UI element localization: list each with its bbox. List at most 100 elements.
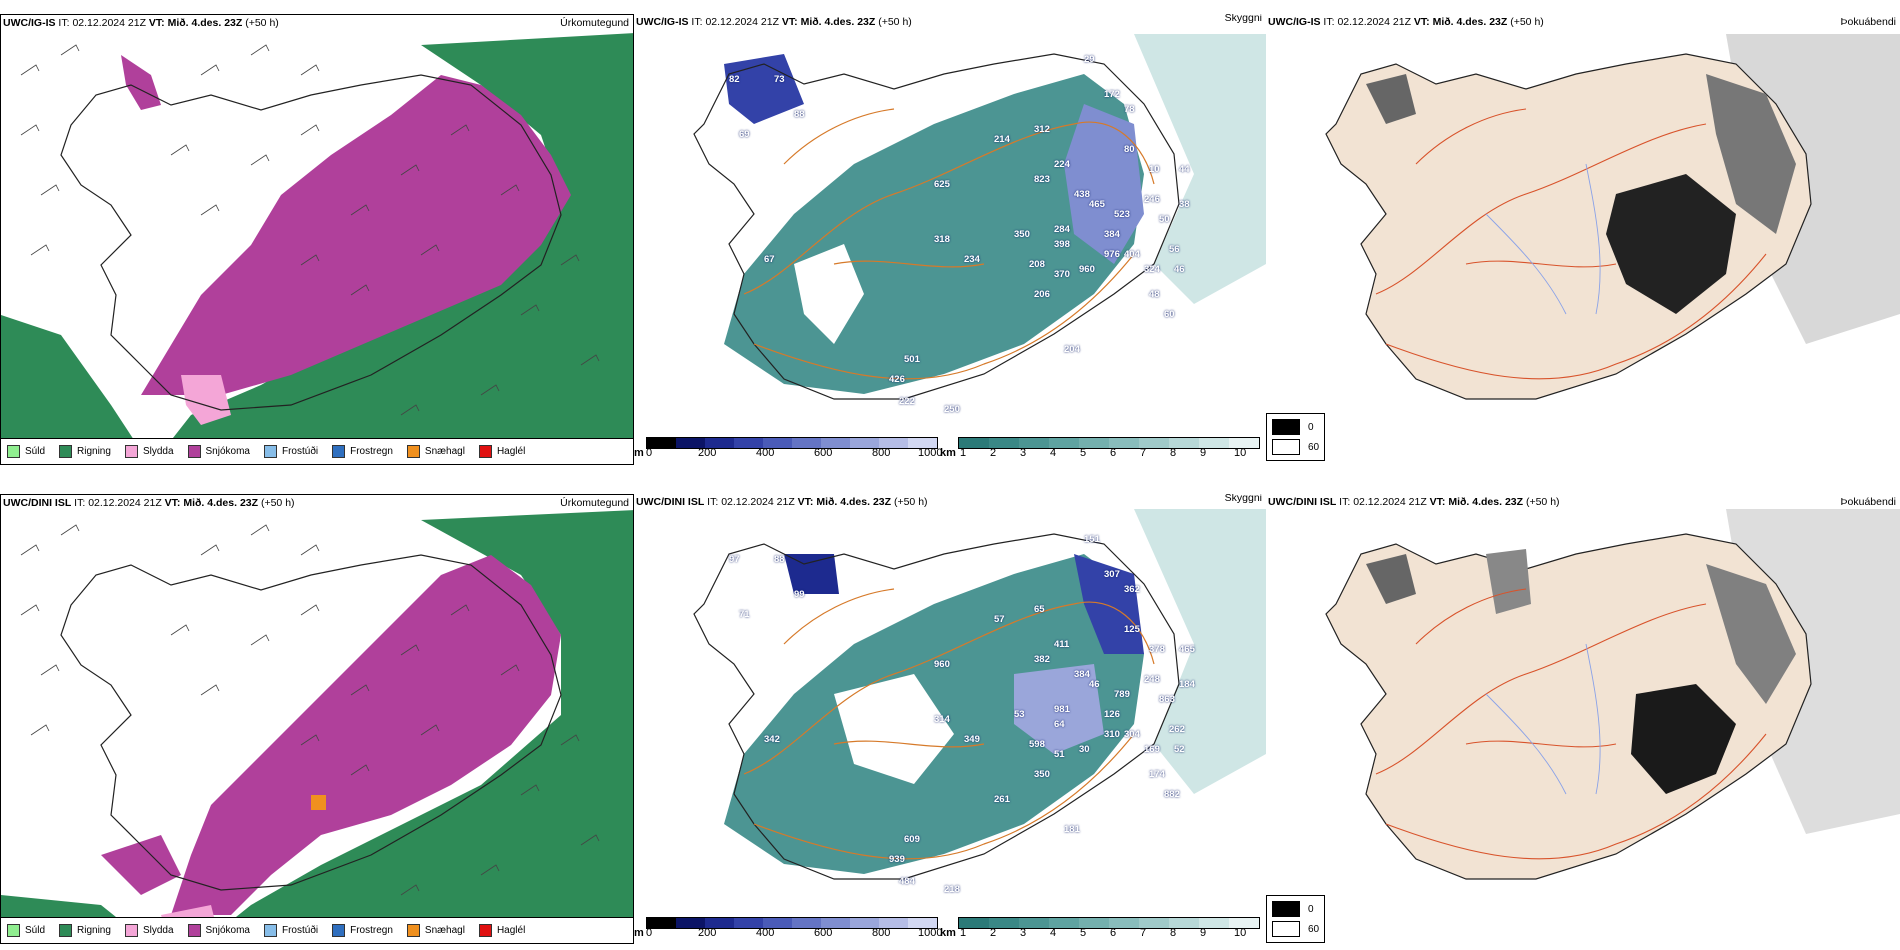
rain-area-east xyxy=(203,510,633,943)
elevation-label: 261 xyxy=(994,794,1010,805)
height-unit: m xyxy=(634,447,644,459)
elevation-label: 882 xyxy=(1164,789,1180,800)
elevation-label: 284 xyxy=(1054,224,1070,235)
elevation-label: 206 xyxy=(1034,289,1050,300)
legend-swatch xyxy=(7,924,20,937)
elevation-label: 88 xyxy=(794,109,805,120)
elevation-label: 960 xyxy=(934,659,950,670)
legend-item: Snjókoma xyxy=(187,445,250,458)
elevation-label: 151 xyxy=(1084,534,1100,545)
elevation-label: 97 xyxy=(729,554,740,565)
visibility-map-top xyxy=(634,14,1266,434)
elevation-label: 65 xyxy=(1034,604,1045,615)
legend-swatch xyxy=(59,924,73,937)
vis-tick: 9 xyxy=(1200,447,1207,459)
elevation-label: 307 xyxy=(1104,569,1120,580)
elevation-label: 73 xyxy=(774,74,785,85)
elevation-label: 71 xyxy=(739,609,750,620)
elevation-label: 57 xyxy=(994,614,1005,625)
vis-tick: 5 xyxy=(1080,927,1087,939)
snow-area-nw xyxy=(121,55,161,110)
elevation-label: 204 xyxy=(1064,344,1080,355)
elevation-label: 50 xyxy=(1159,214,1170,225)
precip-legend-top: Súld Rigning Slydda Snjókoma Frostúði Fr… xyxy=(1,438,633,464)
fog-gray-nw xyxy=(1366,554,1416,604)
fog-roads xyxy=(1375,108,1767,380)
fog-panel-top: UWC/IG-IS IT: 02.12.2024 21Z VT: Mið. 4.… xyxy=(1266,14,1900,434)
dense-fog-area xyxy=(1631,684,1736,794)
vis-tick: 3 xyxy=(1020,927,1027,939)
elevation-label: 398 xyxy=(1054,239,1070,250)
fog-panel-bottom: UWC/DINI ISL IT: 02.12.2024 21Z VT: Mið.… xyxy=(1266,494,1900,914)
legend-swatch xyxy=(187,924,201,937)
elevation-label: 38 xyxy=(1179,199,1190,210)
precip-panel-bottom: UWC/DINI ISL IT: 02.12.2024 21Z VT: Mið.… xyxy=(0,494,634,944)
legend-item: Súld xyxy=(7,924,45,937)
elevation-label: 10 xyxy=(1149,164,1160,175)
elevation-label: 342 xyxy=(764,734,780,745)
elevation-label: 51 xyxy=(1054,749,1065,760)
fog-gray-north xyxy=(1486,549,1531,614)
visibility-title-bottom: Skyggni xyxy=(1224,494,1262,504)
elevation-label: 184 xyxy=(1179,679,1195,690)
elevation-label: 362 xyxy=(1124,584,1140,595)
elevation-label: 863 xyxy=(1159,694,1175,705)
legend-swatch xyxy=(124,445,138,458)
fog-gray-east xyxy=(1706,564,1796,704)
elevation-label: 48 xyxy=(1149,289,1160,300)
precip-map-top xyxy=(1,15,633,464)
elevation-label: 29 xyxy=(1084,54,1095,65)
dense-fog-area xyxy=(1606,174,1736,314)
legend-swatch xyxy=(263,924,277,937)
elevation-label: 349 xyxy=(964,734,980,745)
elevation-label: 312 xyxy=(1034,124,1050,135)
vis-tick: 7 xyxy=(1140,447,1147,459)
height-tick: 600 xyxy=(814,447,833,459)
elevation-label: 99 xyxy=(794,589,805,600)
high-terrain-ne xyxy=(1074,554,1144,654)
visibility-unit: km xyxy=(940,927,956,939)
elevation-label: 78 xyxy=(1124,104,1135,115)
legend-item: Rigning xyxy=(59,445,111,458)
elevation-label: 208 xyxy=(1029,259,1045,270)
precip-legend-bottom: Súld Rigning Slydda Snjókoma Frostúði Fr… xyxy=(1,917,633,943)
fog-legend-top: 0 60 xyxy=(1266,413,1325,461)
elevation-label: 318 xyxy=(934,234,950,245)
roads xyxy=(743,108,1155,380)
elevation-label: 426 xyxy=(889,374,905,385)
elevation-label: 465 xyxy=(1089,199,1105,210)
snow-area xyxy=(171,555,561,915)
colorbars-bottom: m 0 200 400 600 800 1000 km 1 2 3 4 5 6 … xyxy=(634,915,1264,945)
sea-fog-east xyxy=(1134,34,1266,304)
fog-legend-row: 0 xyxy=(1272,419,1314,435)
elevation-label: 67 xyxy=(764,254,775,265)
elevation-label: 384 xyxy=(1074,669,1090,680)
visibility-header-top: UWC/IG-IS IT: 02.12.2024 21Z VT: Mið. 4.… xyxy=(636,16,912,28)
elevation-label: 125 xyxy=(1124,624,1140,635)
fog-gray-east xyxy=(1706,74,1796,234)
legend-swatch xyxy=(7,445,20,458)
height-tick: 400 xyxy=(756,447,775,459)
fog-legend-row: 60 xyxy=(1272,439,1319,455)
fog-gray-nw xyxy=(1366,74,1416,124)
legend-swatch xyxy=(59,445,73,458)
elevation-label: 64 xyxy=(1054,719,1065,730)
elevation-label: 250 xyxy=(944,404,960,415)
height-tick: 200 xyxy=(698,447,717,459)
legend-item: Snæhagl xyxy=(406,924,465,937)
elevation-label: 465 xyxy=(1179,644,1195,655)
elevation-label: 214 xyxy=(994,134,1010,145)
elevation-label: 598 xyxy=(1029,739,1045,750)
fog-swatch xyxy=(1272,439,1300,455)
iceland-coast xyxy=(60,74,562,411)
height-tick: 600 xyxy=(814,927,833,939)
elevation-label: 60 xyxy=(1164,309,1175,320)
visibility-map-bottom xyxy=(634,494,1266,914)
visibility-panel-bottom: UWC/DINI ISL IT: 02.12.2024 21Z VT: Mið.… xyxy=(634,494,1266,914)
height-tick: 800 xyxy=(872,447,891,459)
height-tick: 1000 xyxy=(918,927,943,939)
elevation-label: 174 xyxy=(1149,769,1165,780)
elevation-label: 314 xyxy=(934,714,950,725)
clear-area xyxy=(834,674,954,784)
elevation-label: 80 xyxy=(1124,144,1135,155)
